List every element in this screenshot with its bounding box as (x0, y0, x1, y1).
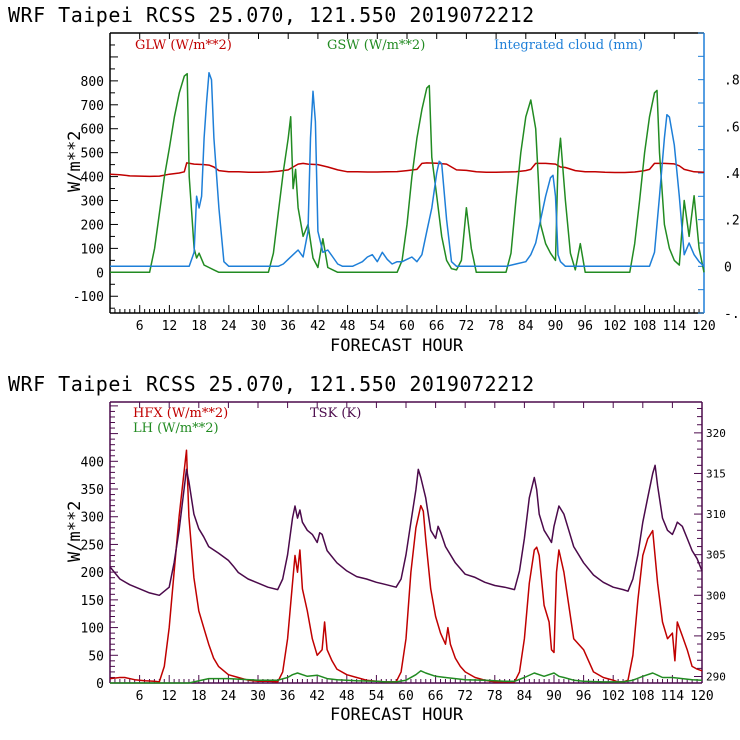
y2-tick-label: .4 (724, 167, 740, 182)
y2-tick-label: 295 (706, 630, 726, 643)
x-tick-label: 54 (369, 689, 385, 704)
x-tick-label: 102 (601, 689, 624, 704)
y-tick-label: 200 (81, 218, 104, 233)
top-xlabel: FORECAST HOUR (330, 336, 464, 356)
bottom-legend: HFX (W/m**2) LH (W/m**2) TSK (K) (133, 406, 361, 436)
legend-lh: LH (W/m**2) (133, 421, 219, 436)
series-line-hfx (109, 449, 703, 683)
x-tick-label: 90 (546, 689, 562, 704)
series-line-lh (110, 670, 703, 684)
y-tick-label: 700 (81, 99, 104, 114)
x-tick-label: 6 (136, 689, 144, 704)
x-tick-label: 78 (487, 689, 503, 704)
y2-tick-label: 315 (706, 467, 726, 480)
y-tick-label: 0 (96, 266, 104, 281)
legend-hfx: HFX (W/m**2) (133, 406, 228, 421)
y2-tick-label: .6 (724, 120, 740, 135)
top-series (109, 71, 705, 274)
y-tick-label: 100 (81, 622, 104, 637)
x-tick-label: 66 (428, 689, 444, 704)
y2-tick-label: 305 (706, 549, 726, 562)
x-tick-label: 90 (548, 319, 564, 334)
x-tick-label: 84 (517, 689, 533, 704)
y-tick-label: 200 (81, 566, 104, 581)
y2-tick-label: .8 (724, 74, 740, 89)
x-tick-label: 18 (191, 689, 207, 704)
x-tick-label: 48 (339, 689, 355, 704)
y-tick-label: 0 (96, 677, 104, 692)
series-line-tsk (109, 464, 703, 597)
legend-gsw: GSW (W/m**2) (327, 38, 425, 53)
x-tick-label: 114 (663, 319, 687, 334)
x-tick-label: 96 (576, 689, 592, 704)
bottom-panel-title: WRF Taipei RCSS 25.070, 121.550 20190722… (8, 372, 535, 396)
y-tick-label: 800 (81, 75, 104, 90)
x-tick-label: 108 (633, 319, 656, 334)
y-tick-label: 500 (81, 147, 104, 162)
x-tick-label: 12 (161, 689, 177, 704)
y2-tick-label: -.2 (724, 307, 740, 322)
top-panel-title: WRF Taipei RCSS 25.070, 121.550 20190722… (8, 3, 535, 27)
x-tick-label: 18 (191, 319, 207, 334)
bottom-panel: WRF Taipei RCSS 25.070, 121.550 20190722… (8, 372, 726, 725)
y2-tick-label: 320 (706, 427, 726, 440)
top-axes: 6 12 18 24 30 36 42 48 54 60 66 72 78 84 90 96 102 108 114… (73, 32, 740, 334)
top-panel: WRF Taipei RCSS 25.070, 121.550 20190722… (8, 3, 740, 356)
x-tick-label: 72 (459, 319, 475, 334)
y-tick-label: 150 (81, 594, 104, 609)
y-tick-label: 100 (81, 242, 104, 257)
top-legend: GLW (W/m**2) GSW (W/m**2) Integrated clo… (135, 38, 643, 53)
x-tick-label: 120 (692, 319, 715, 334)
x-tick-label: 54 (369, 319, 385, 334)
x-tick-label: 36 (280, 319, 296, 334)
x-tick-label: 24 (221, 319, 237, 334)
x-tick-label: 60 (399, 319, 415, 334)
top-ylabel: W/m**2 (65, 131, 85, 192)
x-tick-label: 12 (162, 319, 178, 334)
x-tick-label: 96 (577, 319, 593, 334)
y-tick-label: 250 (81, 538, 104, 553)
x-tick-label: 84 (518, 319, 534, 334)
legend-glw: GLW (W/m**2) (135, 38, 232, 53)
y-tick-label: 400 (81, 171, 104, 186)
y2-tick-label: 310 (706, 508, 726, 521)
bottom-axes: 6 12 18 24 30 36 42 48 54 60 66 72 78 84 90 96 102 108 114… (81, 401, 726, 704)
y-tick-label: 350 (81, 483, 104, 498)
bottom-series (109, 449, 703, 684)
legend-tsk: TSK (K) (310, 406, 361, 421)
bottom-ylabel: W/m**2 (65, 501, 85, 562)
y2-tick-label: 300 (706, 589, 726, 602)
series-line-gsw (110, 72, 705, 274)
x-tick-label: 36 (280, 689, 296, 704)
legend-integrated-cloud: Integrated cloud (mm) (494, 38, 643, 53)
y2-tick-label: 0 (724, 260, 732, 275)
x-tick-label: 114 (661, 689, 685, 704)
x-tick-label: 30 (251, 319, 267, 334)
y-tick-label: -100 (73, 290, 104, 305)
x-tick-label: 42 (309, 689, 325, 704)
y2-tick-label: .2 (724, 214, 740, 229)
x-tick-label: 102 (603, 319, 626, 334)
x-tick-label: 30 (250, 689, 266, 704)
series-line-glw (109, 162, 705, 178)
x-tick-label: 78 (488, 319, 504, 334)
y-tick-label: 50 (88, 649, 104, 664)
y-tick-label: 400 (81, 455, 104, 470)
x-tick-label: 108 (631, 689, 654, 704)
series-line-integrated (110, 71, 705, 268)
x-tick-label: 60 (398, 689, 414, 704)
y2-tick-label: 290 (706, 671, 726, 684)
x-tick-label: 42 (310, 319, 326, 334)
x-tick-label: 72 (457, 689, 473, 704)
x-tick-label: 48 (340, 319, 356, 334)
y-tick-label: 300 (81, 195, 104, 210)
bottom-xlabel: FORECAST HOUR (330, 705, 464, 725)
y-tick-label: 300 (81, 511, 104, 526)
y-tick-label: 600 (81, 123, 104, 138)
x-tick-label: 6 (136, 319, 144, 334)
x-tick-label: 120 (690, 689, 713, 704)
x-tick-label: 24 (221, 689, 237, 704)
x-tick-label: 66 (429, 319, 445, 334)
